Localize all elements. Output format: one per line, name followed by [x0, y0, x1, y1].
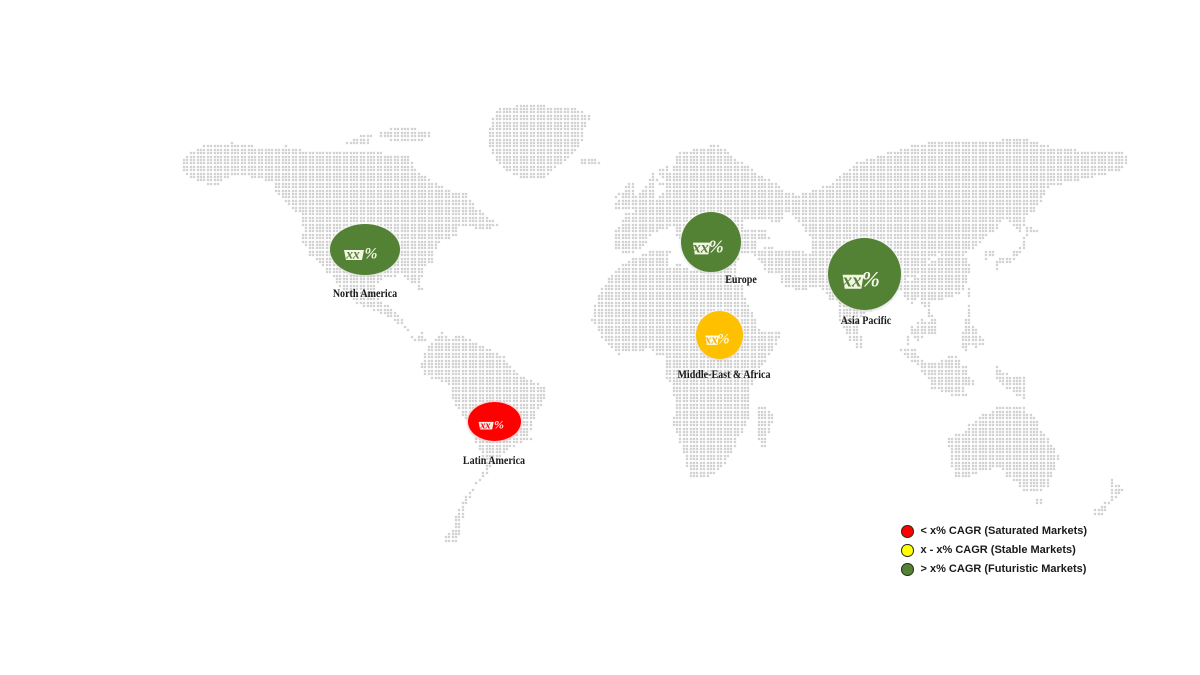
- svg-text:xx: xx: [841, 271, 862, 292]
- svg-text:%: %: [494, 417, 504, 431]
- svg-text:%: %: [862, 267, 880, 292]
- svg-text:xx: xx: [479, 420, 490, 431]
- svg-text:xx: xx: [692, 240, 709, 257]
- svg-text:%: %: [717, 332, 729, 348]
- svg-text:xx: xx: [345, 247, 360, 262]
- svg-text:%: %: [365, 246, 378, 263]
- svg-text:%: %: [709, 237, 724, 257]
- svg-text:xx: xx: [704, 333, 718, 347]
